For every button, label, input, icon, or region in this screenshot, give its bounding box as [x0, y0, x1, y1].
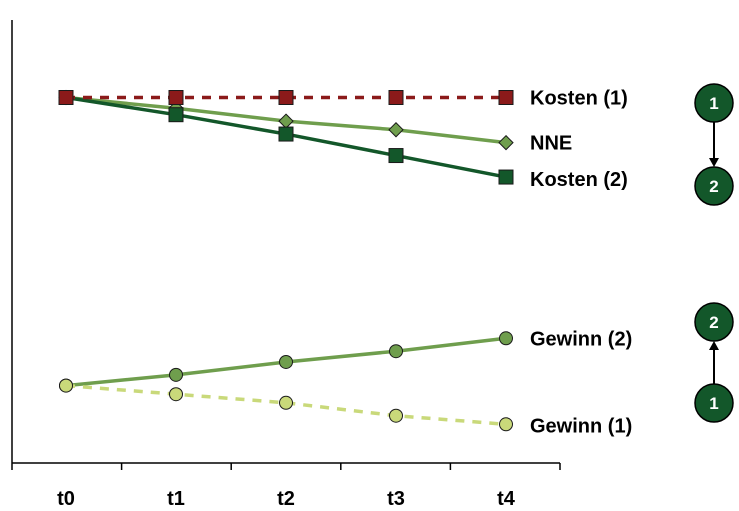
series-label-kosten-2: Kosten (2) [530, 169, 628, 191]
data-point-kosten-1-t0 [58, 90, 74, 105]
data-point-nne-t3 [388, 122, 404, 138]
data-point-gewinn-2-t3 [389, 344, 403, 359]
data-point-gewinn-2-t1 [169, 367, 183, 382]
axes: t0 t1 t2 t3 t4 [11, 20, 561, 510]
badge-gewinn-2: 2 [694, 302, 734, 342]
badge-kosten-2-text: 2 [709, 177, 718, 196]
data-point-gewinn-2-t4 [499, 331, 513, 346]
data-point-kosten-2-t1 [168, 107, 184, 123]
data-point-kosten-1-t3 [388, 90, 404, 105]
series-layer [58, 89, 514, 432]
badge-kosten-2: 2 [694, 166, 734, 206]
data-point-kosten-2-t3 [388, 148, 404, 164]
badge-kosten-arrow-icon [709, 122, 719, 167]
data-point-gewinn-2-t2 [279, 354, 293, 369]
data-point-gewinn-1-t0 [59, 378, 73, 393]
x-tick-label-t3: t3 [387, 488, 405, 510]
x-tick-label-t4: t4 [497, 488, 516, 510]
data-point-kosten-1-t2 [278, 90, 294, 105]
badge-gewinn-arrow-icon [709, 341, 719, 384]
data-point-nne-t4 [498, 134, 514, 151]
data-point-kosten-2-t2 [278, 126, 294, 142]
data-point-nne-t2 [278, 113, 294, 129]
badge-gewinn-1-text: 1 [709, 394, 718, 413]
data-point-gewinn-1-t3 [389, 408, 403, 423]
series-label-gewinn-2: Gewinn (2) [530, 328, 632, 350]
x-tick-label-t1: t1 [167, 488, 185, 510]
series-gewinn-1 [59, 378, 513, 432]
series-gewinn-2 [59, 331, 513, 393]
series-label-nne: NNE [530, 133, 572, 155]
x-tick-label-t0: t0 [57, 488, 75, 510]
data-point-gewinn-1-t1 [169, 387, 183, 402]
data-point-gewinn-1-t4 [499, 417, 513, 432]
data-point-kosten-2-t4 [498, 169, 514, 185]
series-label-kosten-1: Kosten (1) [530, 88, 628, 110]
data-point-kosten-1-t1 [168, 90, 184, 105]
data-point-gewinn-1-t2 [279, 395, 293, 410]
badge-kosten-1: 1 [694, 83, 734, 123]
badge-gewinn-1: 1 [694, 383, 734, 423]
label-layer: NNE Kosten (2) Kosten (1) Gewinn (2) Gewinn … [530, 88, 632, 438]
x-tick-label-t2: t2 [277, 488, 295, 510]
badge-layer: 1 2 1 2 [694, 83, 734, 423]
data-point-kosten-1-t4 [498, 90, 514, 105]
badge-gewinn-2-text: 2 [709, 313, 718, 332]
series-label-gewinn-1: Gewinn (1) [530, 415, 632, 437]
series-kosten-1 [58, 90, 514, 105]
badge-kosten-1-text: 1 [709, 94, 718, 113]
series-line-gewinn-1 [65, 383, 507, 427]
